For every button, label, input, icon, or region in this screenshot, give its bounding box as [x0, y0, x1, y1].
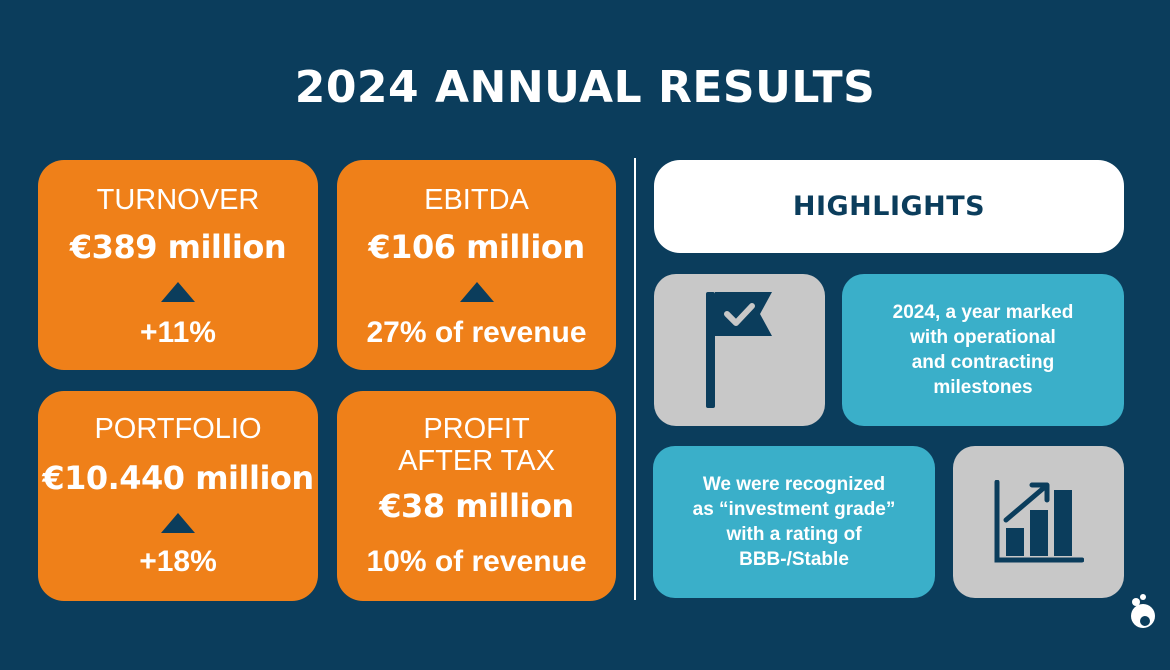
growth-icon-tile: [953, 446, 1124, 598]
up-arrow-icon: [161, 513, 195, 533]
up-arrow-icon: [459, 282, 494, 302]
portfolio-label: PORTFOLIO: [94, 413, 262, 445]
profit-label-line1: PROFIT: [423, 413, 530, 445]
highlights-header: HIGHLIGHTS: [654, 160, 1124, 253]
flag-check-icon: [705, 292, 772, 408]
turnover-label: TURNOVER: [96, 184, 260, 216]
profit-card: PROFIT AFTER TAX €38 million 10% of reve…: [337, 391, 616, 601]
highlight-line: 2024, a year marked: [892, 302, 1074, 323]
up-arrow-icon: [161, 282, 195, 302]
profit-label-line2: AFTER TAX: [398, 445, 555, 477]
portfolio-value: €10.440 million: [42, 459, 314, 497]
highlight-line: with operational: [910, 327, 1056, 348]
page-title: 2024 ANNUAL RESULTS: [294, 62, 876, 113]
ebitda-value: €106 million: [368, 228, 585, 266]
ebitda-change: 27% of revenue: [366, 316, 587, 349]
turnover-value: €389 million: [69, 228, 287, 266]
growth-chart-icon: [994, 480, 1084, 563]
highlight-line: milestones: [933, 377, 1033, 398]
ebitda-card: EBITDA €106 million 27% of revenue: [337, 160, 616, 370]
highlight-line: BBB-/Stable: [739, 549, 849, 570]
flag-icon-tile: [654, 274, 825, 426]
highlight-milestones: 2024, a year marked with operational and…: [842, 274, 1124, 426]
highlight-investment-grade: We were recognized as “investment grade”…: [653, 446, 935, 598]
turnover-card: TURNOVER €389 million +11%: [38, 160, 318, 370]
portfolio-card: PORTFOLIO €10.440 million +18%: [38, 391, 318, 601]
vertical-divider: [634, 158, 636, 600]
highlight-line: We were recognized: [702, 474, 886, 495]
turnover-change: +11%: [140, 316, 216, 349]
highlight-line: as “investment grade”: [692, 499, 896, 520]
highlight-line: with a rating of: [726, 524, 862, 545]
highlights-title: HIGHLIGHTS: [792, 191, 986, 222]
portfolio-change: +18%: [139, 545, 217, 578]
company-logo-icon: [1131, 594, 1155, 628]
ebitda-label: EBITDA: [424, 184, 529, 216]
profit-change: 10% of revenue: [366, 545, 587, 578]
profit-value: €38 million: [379, 487, 574, 525]
highlight-line: and contracting: [911, 352, 1055, 373]
